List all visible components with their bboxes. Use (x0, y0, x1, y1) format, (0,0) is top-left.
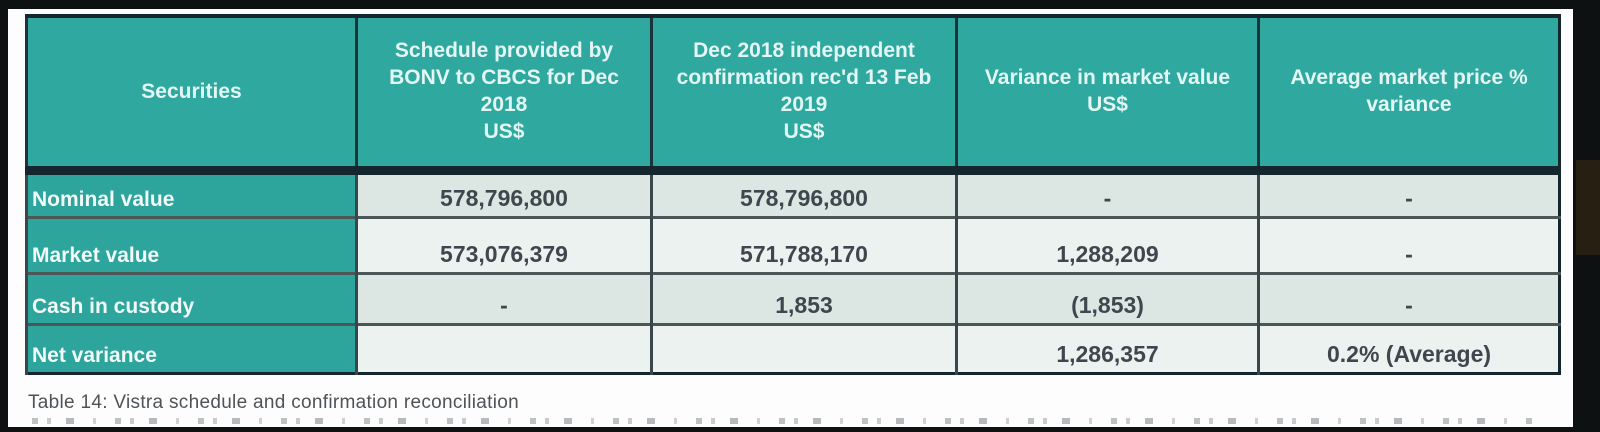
table-cell: - (355, 272, 652, 325)
reconciliation-table: Securities Schedule provided by BONV to … (25, 14, 1561, 375)
table-row-cash-in-custody: Cash in custody - 1,853 (1,853) - (25, 272, 1560, 325)
table-row-nominal-value: Nominal value 578,796,800 578,796,800 - … (25, 169, 1560, 218)
background-artifact (1576, 160, 1600, 255)
row-label: Market value (25, 216, 357, 274)
table-cell: 573,076,379 (355, 216, 652, 274)
table-cell (650, 323, 957, 374)
column-header-schedule-bonv: Schedule provided by BONV to CBCS for De… (355, 16, 652, 175)
table-row-market-value: Market value 573,076,379 571,788,170 1,2… (25, 216, 1560, 274)
column-header-securities: Securities (25, 16, 357, 175)
table-header-row: Securities Schedule provided by BONV to … (25, 16, 1560, 175)
row-label: Cash in custody (25, 272, 357, 325)
table-cell: - (1257, 169, 1560, 218)
clipped-text-line (32, 418, 1537, 424)
table-cell (355, 323, 652, 374)
table-cell: 571,788,170 (650, 216, 957, 274)
column-header-variance-market-value: Variance in market value US$ (955, 16, 1259, 175)
table-cell: 1,286,357 (955, 323, 1259, 374)
table-cell: - (1257, 272, 1560, 325)
column-header-average-price-variance: Average market price % variance (1257, 16, 1560, 175)
row-label: Net variance (25, 323, 357, 374)
table-cell: (1,853) (955, 272, 1259, 325)
table-cell: 1,853 (650, 272, 957, 325)
table-cell: 578,796,800 (650, 169, 957, 218)
column-header-independent-confirmation: Dec 2018 independent confirmation rec'd … (650, 16, 957, 175)
table-cell: 1,288,209 (955, 216, 1259, 274)
table-caption: Table 14: Vistra schedule and confirmati… (28, 392, 519, 413)
table-cell: 578,796,800 (355, 169, 652, 218)
table-cell: - (1257, 216, 1560, 274)
table-cell: - (955, 169, 1259, 218)
table-cell: 0.2% (Average) (1257, 323, 1560, 374)
row-label: Nominal value (25, 169, 357, 218)
table-row-net-variance: Net variance 1,286,357 0.2% (Average) (25, 323, 1560, 374)
